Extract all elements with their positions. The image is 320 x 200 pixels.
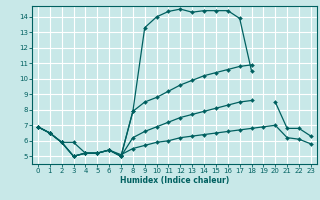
X-axis label: Humidex (Indice chaleur): Humidex (Indice chaleur) (120, 176, 229, 185)
